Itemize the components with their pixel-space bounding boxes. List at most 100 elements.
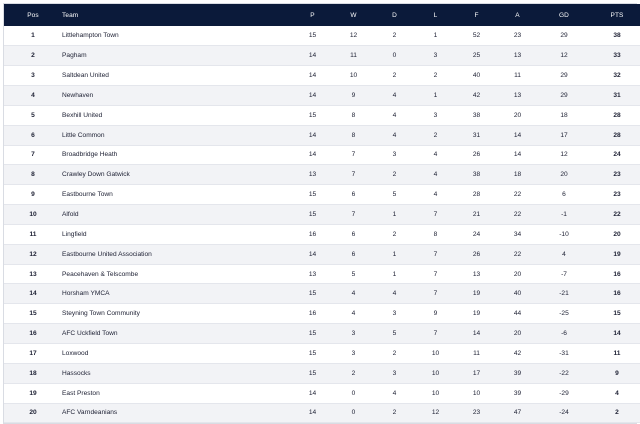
- cell-team[interactable]: AFC Uckfield Town: [62, 323, 292, 344]
- cell-won: 6: [333, 244, 374, 265]
- cell-points: 16: [590, 283, 640, 305]
- table-row[interactable]: 17 Loxwood 15 3 2 10 11 42 -31 11: [4, 343, 640, 364]
- cell-goals-for: 52: [456, 26, 497, 47]
- table-row[interactable]: 11 Lingfield 16 6 2 8 24 34 -10 20: [4, 224, 640, 245]
- header-played[interactable]: P: [310, 11, 315, 19]
- cell-goals-for: 10: [456, 383, 497, 404]
- table-row[interactable]: 6 Little Common 14 8 4 2 31 14 17 28: [4, 125, 640, 146]
- cell-team[interactable]: Horsham YMCA: [62, 283, 292, 305]
- cell-team[interactable]: Bexhill United: [62, 105, 292, 126]
- cell-won: 12: [333, 26, 374, 47]
- cell-goals-for: 19: [456, 303, 497, 325]
- cell-won: 8: [333, 125, 374, 146]
- cell-goals-for: 13: [456, 264, 497, 285]
- table-row[interactable]: 5 Bexhill United 15 8 4 3 38 20 18 28: [4, 105, 640, 126]
- table-row[interactable]: 3 Saltdean United 14 10 2 2 40 11 29 32: [4, 65, 640, 87]
- cell-drawn: 5: [374, 323, 415, 344]
- cell-pos: 3: [4, 65, 62, 87]
- cell-team[interactable]: AFC Varndeanians: [62, 403, 292, 424]
- cell-team[interactable]: East Preston: [62, 383, 292, 404]
- table-row[interactable]: 9 Eastbourne Town 15 6 5 4 28 22 6 23: [4, 184, 640, 206]
- header-won[interactable]: W: [350, 11, 357, 19]
- table-row[interactable]: 12 Eastbourne United Association 14 6 1 7 26 22…: [4, 244, 640, 265]
- table-row[interactable]: 16 AFC Uckfield Town 15 3 5 7 14 20 -6 14: [4, 323, 640, 344]
- cell-team[interactable]: Eastbourne Town: [62, 184, 292, 206]
- cell-team[interactable]: Littlehampton Town: [62, 26, 292, 47]
- cell-team[interactable]: Saltdean United: [62, 65, 292, 87]
- cell-won: 7: [333, 204, 374, 225]
- table-row[interactable]: 18 Hassocks 15 2 3 10 17 39 -22 9: [4, 363, 640, 384]
- cell-drawn: 0: [374, 45, 415, 67]
- cell-goal-difference: 29: [538, 26, 590, 47]
- cell-goal-difference: -31: [538, 343, 590, 364]
- header-team[interactable]: Team: [62, 11, 79, 19]
- cell-team[interactable]: Newhaven: [62, 85, 292, 106]
- table-row[interactable]: 1 Littlehampton Town 15 12 2 1 52 23 29 38: [4, 26, 640, 47]
- cell-pos: 7: [4, 145, 62, 166]
- cell-goal-difference: 18: [538, 105, 590, 126]
- cell-pos: 15: [4, 303, 62, 325]
- cell-points: 23: [590, 184, 640, 206]
- header-drawn[interactable]: D: [392, 11, 397, 19]
- cell-team[interactable]: Steyning Town Community: [62, 303, 292, 325]
- cell-won: 4: [333, 303, 374, 325]
- table-row[interactable]: 4 Newhaven 14 9 4 1 42 13 29 31: [4, 85, 640, 106]
- cell-goals-against: 44: [497, 303, 538, 325]
- cell-played: 13: [292, 164, 333, 186]
- table-row[interactable]: 13 Peacehaven & Telscombe 13 5 1 7 13 20 -7 16: [4, 264, 640, 285]
- cell-lost: 2: [415, 65, 456, 87]
- table-row[interactable]: 14 Horsham YMCA 15 4 4 7 19 40 -21 16: [4, 283, 640, 305]
- cell-played: 15: [292, 26, 333, 47]
- cell-team[interactable]: Lingfield: [62, 224, 292, 245]
- cell-won: 6: [333, 224, 374, 245]
- cell-goal-difference: 6: [538, 184, 590, 206]
- header-lost[interactable]: L: [433, 11, 438, 19]
- cell-goals-against: 18: [497, 164, 538, 186]
- cell-team[interactable]: Little Common: [62, 125, 292, 146]
- cell-lost: 7: [415, 204, 456, 225]
- cell-played: 14: [292, 85, 333, 106]
- header-points[interactable]: PTS: [610, 11, 624, 19]
- table-row[interactable]: 8 Crawley Down Gatwick 13 7 2 4 38 18 20 23: [4, 164, 640, 186]
- cell-team[interactable]: Peacehaven & Telscombe: [62, 264, 292, 285]
- cell-goal-difference: -25: [538, 303, 590, 325]
- cell-goals-against: 14: [497, 125, 538, 146]
- cell-goal-difference: 12: [538, 45, 590, 67]
- cell-team[interactable]: Crawley Down Gatwick: [62, 164, 292, 186]
- cell-team[interactable]: Hassocks: [62, 363, 292, 384]
- table-row[interactable]: 2 Pagham 14 11 0 3 25 13 12 33: [4, 45, 640, 67]
- cell-drawn: 2: [374, 26, 415, 47]
- cell-points: 38: [590, 26, 640, 47]
- cell-points: 28: [590, 125, 640, 146]
- cell-team[interactable]: Broadbridge Heath: [62, 145, 292, 166]
- cell-played: 15: [292, 184, 333, 206]
- header-pos[interactable]: Pos: [27, 11, 39, 19]
- table-row[interactable]: 10 Alfold 15 7 1 7 21 22 -1 22: [4, 204, 640, 225]
- cell-played: 14: [292, 125, 333, 146]
- table-row[interactable]: 19 East Preston 14 0 4 10 10 39 -29 4: [4, 383, 640, 404]
- cell-won: 0: [333, 403, 374, 424]
- header-goals-against[interactable]: A: [515, 11, 520, 19]
- cell-drawn: 3: [374, 303, 415, 325]
- header-goals-for[interactable]: F: [474, 11, 479, 19]
- cell-team[interactable]: Pagham: [62, 45, 292, 67]
- cell-won: 4: [333, 283, 374, 305]
- cell-won: 5: [333, 264, 374, 285]
- cell-drawn: 4: [374, 105, 415, 126]
- cell-team[interactable]: Eastbourne United Association: [62, 244, 292, 265]
- cell-won: 3: [333, 323, 374, 344]
- cell-goals-for: 31: [456, 125, 497, 146]
- header-goal-difference[interactable]: GD: [559, 11, 569, 19]
- cell-goal-difference: 17: [538, 125, 590, 146]
- cell-drawn: 5: [374, 184, 415, 206]
- table-row[interactable]: 20 AFC Varndeanians 14 0 2 12 23 47 -24 2: [4, 403, 640, 424]
- cell-goal-difference: -29: [538, 383, 590, 404]
- cell-pos: 8: [4, 164, 62, 186]
- cell-points: 9: [590, 363, 640, 384]
- cell-team[interactable]: Loxwood: [62, 343, 292, 364]
- cell-team[interactable]: Alfold: [62, 204, 292, 225]
- table-row[interactable]: 15 Steyning Town Community 16 4 3 9 19 44 -25 15: [4, 303, 640, 325]
- cell-drawn: 2: [374, 65, 415, 87]
- table-row[interactable]: 7 Broadbridge Heath 14 7 3 4 26 14 12 24: [4, 145, 640, 166]
- cell-goals-against: 40: [497, 283, 538, 305]
